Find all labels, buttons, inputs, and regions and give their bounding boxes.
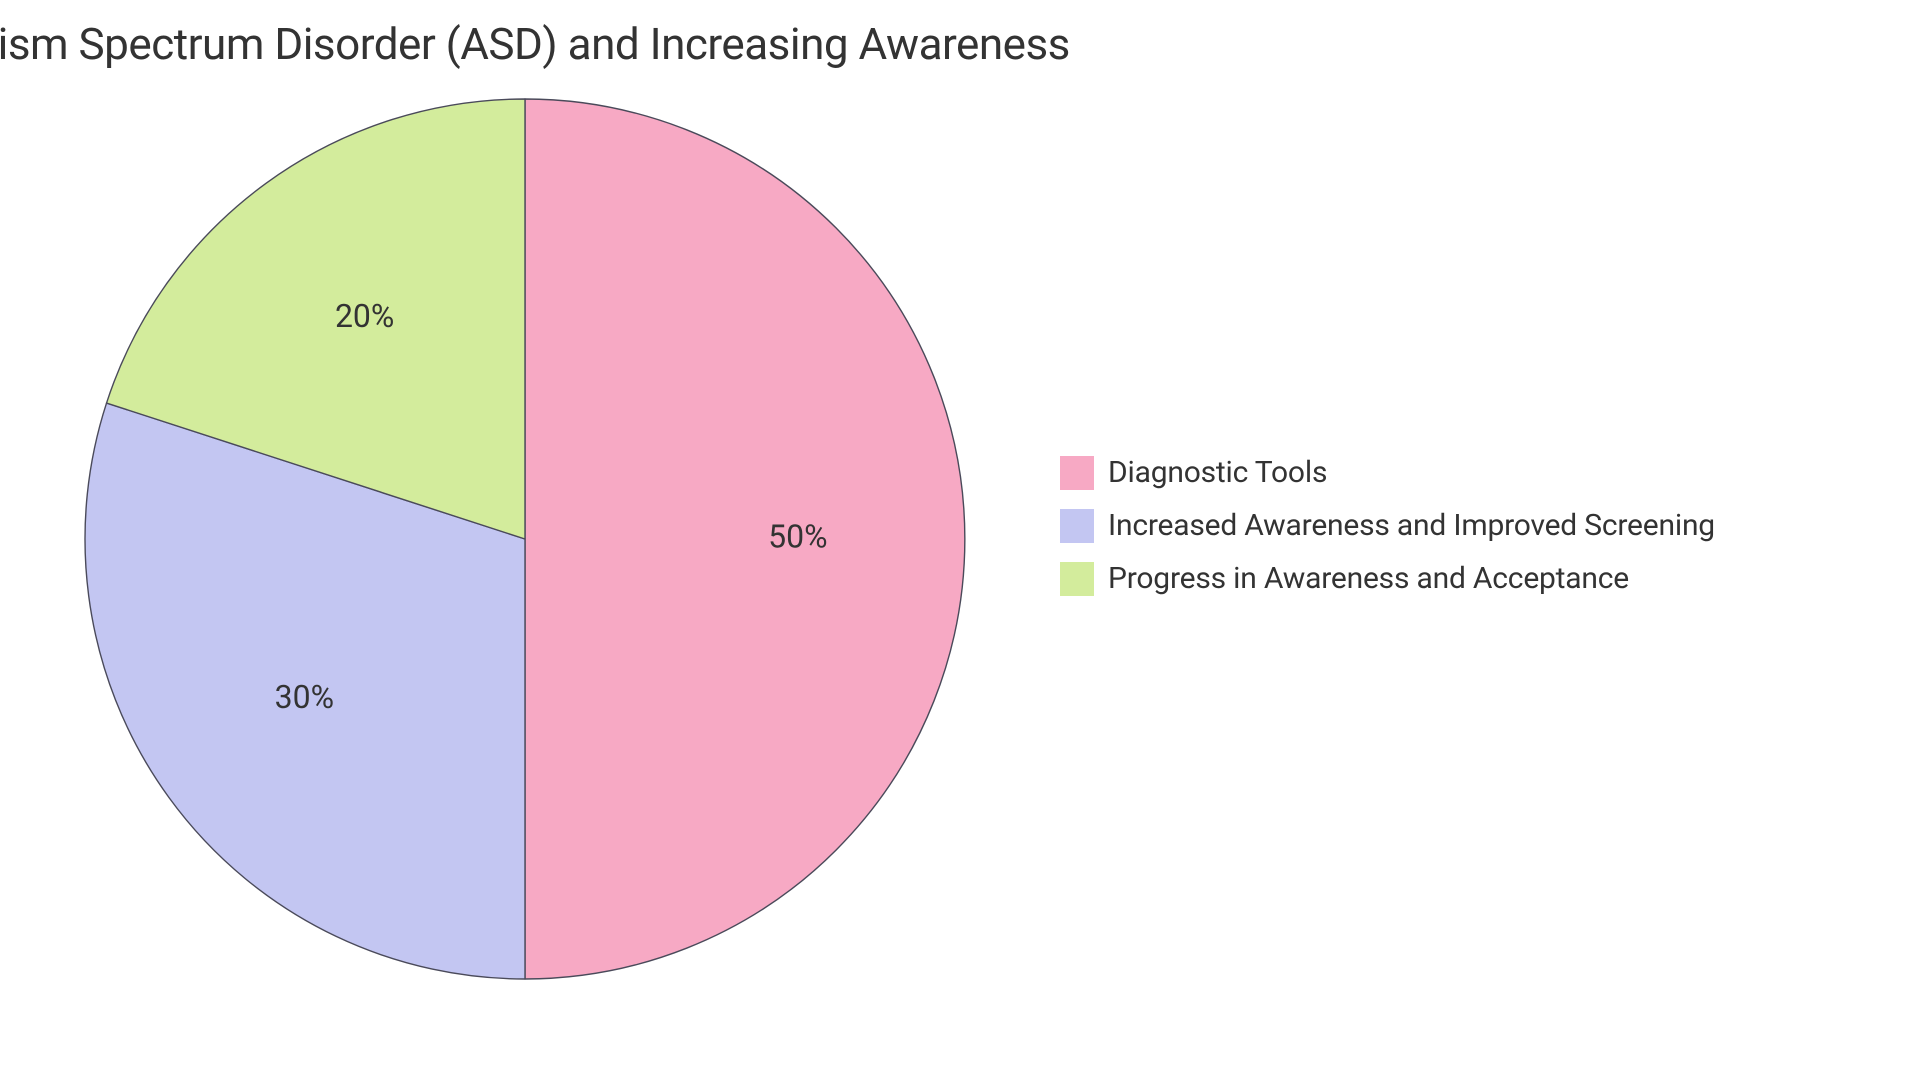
pie-slice-label: 50% bbox=[768, 517, 827, 555]
legend-swatch bbox=[1060, 456, 1094, 490]
pie-slice bbox=[525, 99, 965, 979]
legend: Diagnostic Tools Increased Awareness and … bbox=[1060, 455, 1715, 596]
pie-slice-label: 30% bbox=[275, 678, 334, 716]
legend-label: Diagnostic Tools bbox=[1108, 455, 1327, 490]
legend-swatch bbox=[1060, 509, 1094, 543]
legend-item: Increased Awareness and Improved Screeni… bbox=[1060, 508, 1715, 543]
legend-item: Progress in Awareness and Acceptance bbox=[1060, 561, 1715, 596]
legend-item: Diagnostic Tools bbox=[1060, 455, 1715, 490]
pie-slice-label: 20% bbox=[335, 297, 394, 335]
legend-label: Progress in Awareness and Acceptance bbox=[1108, 561, 1629, 596]
legend-label: Increased Awareness and Improved Screeni… bbox=[1108, 508, 1715, 543]
legend-swatch bbox=[1060, 562, 1094, 596]
pie-chart: 50% 30% 20% bbox=[80, 94, 970, 984]
chart-title: utism Spectrum Disorder (ASD) and Increa… bbox=[0, 18, 1070, 70]
